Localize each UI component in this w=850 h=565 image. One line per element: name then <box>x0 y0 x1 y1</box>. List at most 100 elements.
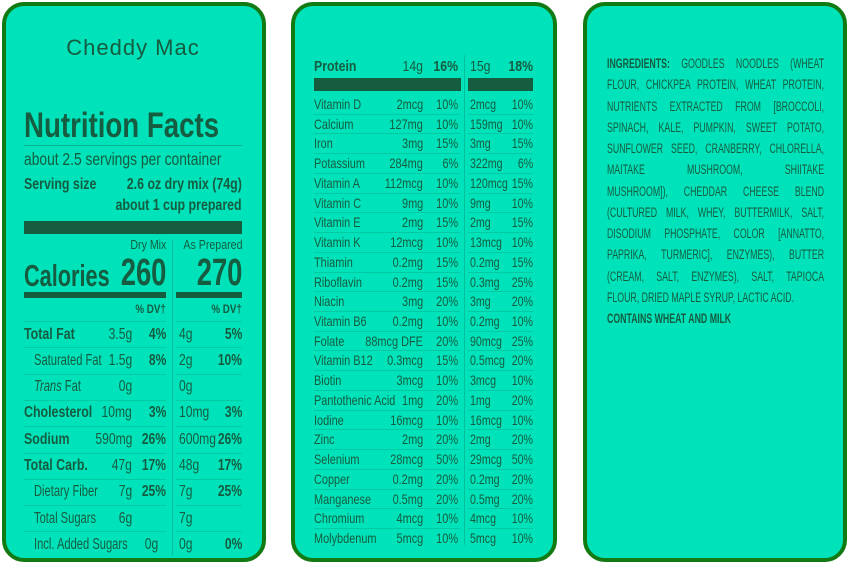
prepared-dv: 20% <box>511 293 533 310</box>
ingredients-text: GOODLES NOODLES (WHEAT <box>669 56 825 71</box>
row-divider <box>468 113 533 115</box>
row-divider <box>176 399 242 401</box>
calories-bar-dry <box>24 292 166 298</box>
prepared-amount: 2mg <box>470 431 491 448</box>
row-divider <box>468 212 533 214</box>
dry-dv: 15% <box>436 273 458 290</box>
row-divider <box>314 212 460 214</box>
protein-dry-dv: 16% <box>433 57 458 75</box>
dry-dv: 20% <box>436 332 458 349</box>
prepared-amount: 3mcg <box>470 372 497 389</box>
prepared-amount: 13mcg <box>470 234 502 251</box>
protein-prepared-amount: 15g <box>470 57 491 75</box>
dry-dv: 20% <box>436 431 458 448</box>
row-divider <box>176 478 242 480</box>
micronutrient-name: Selenium <box>314 451 360 468</box>
nutrient-name-italic: Trans <box>34 378 62 396</box>
prepared-amount: 120mcg <box>470 174 508 191</box>
prepared-amount: 4mcg <box>470 510 497 527</box>
dry-amount: 28mcg <box>390 451 423 468</box>
row-divider <box>176 321 242 322</box>
dry-amount: 3mcg <box>396 372 423 389</box>
row-divider <box>468 389 533 391</box>
micronutrient-name: Pantothenic Acid <box>314 391 396 408</box>
prepared-dv: 20% <box>511 352 533 369</box>
nutrient-name: Cholesterol <box>24 404 93 422</box>
dry-dv: 6% <box>442 155 458 172</box>
dry-dv: 20% <box>436 490 458 507</box>
micronutrient-name: Vitamin B12 <box>314 352 373 369</box>
row-divider <box>314 468 460 470</box>
dry-dv: 15% <box>436 214 458 231</box>
row-divider <box>468 330 533 332</box>
ingredients-text: SPINACH, KALE, PUMPKIN, SWEET POTATO, <box>607 119 825 135</box>
micronutrient-name: Vitamin K <box>314 234 361 251</box>
ingredients-line: SUNFLOWER SEED, CRANBERRY, CHLORELLA, <box>607 140 824 158</box>
ingredients-line: (CULTURED MILK, WHEY, BUTTERMILK, SALT, <box>607 204 824 222</box>
dry-dv: 4% <box>148 325 166 343</box>
row-divider <box>24 426 166 428</box>
prepared-amount: 0.2mg <box>470 253 500 270</box>
ingredients-panel <box>583 2 847 562</box>
dry-amount: 47g <box>111 457 132 474</box>
prepared-amount: 4g <box>179 325 193 343</box>
ingredients-line: SPINACH, KALE, PUMPKIN, SWEET POTATO, <box>607 119 824 137</box>
product-name: Cheddy Mac <box>66 35 200 60</box>
dry-amount: 7g <box>118 483 132 501</box>
ingredients-text: DISODIUM PHOSPHATE, COLOR [ANNATTO, <box>607 226 825 241</box>
row-divider <box>468 409 533 411</box>
row-divider <box>314 172 460 174</box>
prepared-dv: 15% <box>511 135 533 152</box>
prepared-dv: 10% <box>511 411 533 428</box>
dry-amount: 2mcg <box>396 96 423 112</box>
dry-amount: 16mcg <box>390 411 423 428</box>
calories-prepared: 270 <box>196 252 242 294</box>
row-divider <box>314 133 460 135</box>
row-divider <box>468 153 533 155</box>
prepared-dv: 10% <box>511 530 533 547</box>
nutrition-panel <box>2 2 266 562</box>
dry-dv: 26% <box>141 430 166 448</box>
prepared-amount: 159mg <box>470 115 503 132</box>
prepared-dv: 20% <box>511 470 533 487</box>
prepared-amount: 90mcg <box>470 332 502 349</box>
prepared-amount: 16mcg <box>470 411 502 428</box>
dry-dv: 3% <box>148 404 166 422</box>
prepared-amount: 48g <box>179 457 200 474</box>
micronutrient-name: Folate <box>314 332 345 349</box>
row-divider <box>314 449 460 451</box>
row-divider <box>468 251 533 253</box>
dry-dv: 10% <box>436 530 458 547</box>
row-divider <box>24 452 166 454</box>
ingredients-text: PAPRIKA, TURMERIC], ENZYMES), BUTTER <box>607 247 825 263</box>
dry-amount: 3.5g <box>108 325 132 343</box>
row-divider <box>24 399 166 401</box>
ingredients-line: DISODIUM PHOSPHATE, COLOR [ANNATTO, <box>607 225 824 243</box>
row-divider <box>468 508 533 510</box>
row-divider <box>468 488 533 490</box>
prepared-dv: 6% <box>517 155 533 172</box>
row-divider <box>468 271 533 273</box>
prepared-dv: 10% <box>511 234 533 251</box>
dry-amount: 2mg <box>401 214 423 231</box>
column-divider <box>464 55 465 545</box>
dry-amount: 0.2mg <box>392 273 423 290</box>
prepared-dv: 20% <box>511 490 533 507</box>
prepared-amount: 0.2mg <box>470 313 500 330</box>
micronutrient-name: Thiamin <box>314 253 353 270</box>
dry-amount: 112mcg <box>384 174 423 191</box>
dry-amount: 10mg <box>101 404 132 422</box>
row-divider <box>468 172 533 174</box>
prepared-dv: 25% <box>511 273 533 290</box>
ingredients-text: FLOUR, DRIED MAPLE SYRUP, LACTIC ACID. <box>607 289 795 305</box>
prepared-amount: 600mg <box>179 430 216 448</box>
row-divider <box>468 528 533 530</box>
micronutrient-name: Vitamin B6 <box>314 313 367 330</box>
prepared-dv: 10% <box>217 351 242 369</box>
prepared-amount: 3mg <box>470 135 491 152</box>
row-divider <box>176 426 242 428</box>
nutrient-name: Total Carb. <box>24 457 88 474</box>
row-divider <box>314 330 460 332</box>
dry-dv: 10% <box>436 313 458 330</box>
micronutrient-name: Calcium <box>314 115 354 132</box>
